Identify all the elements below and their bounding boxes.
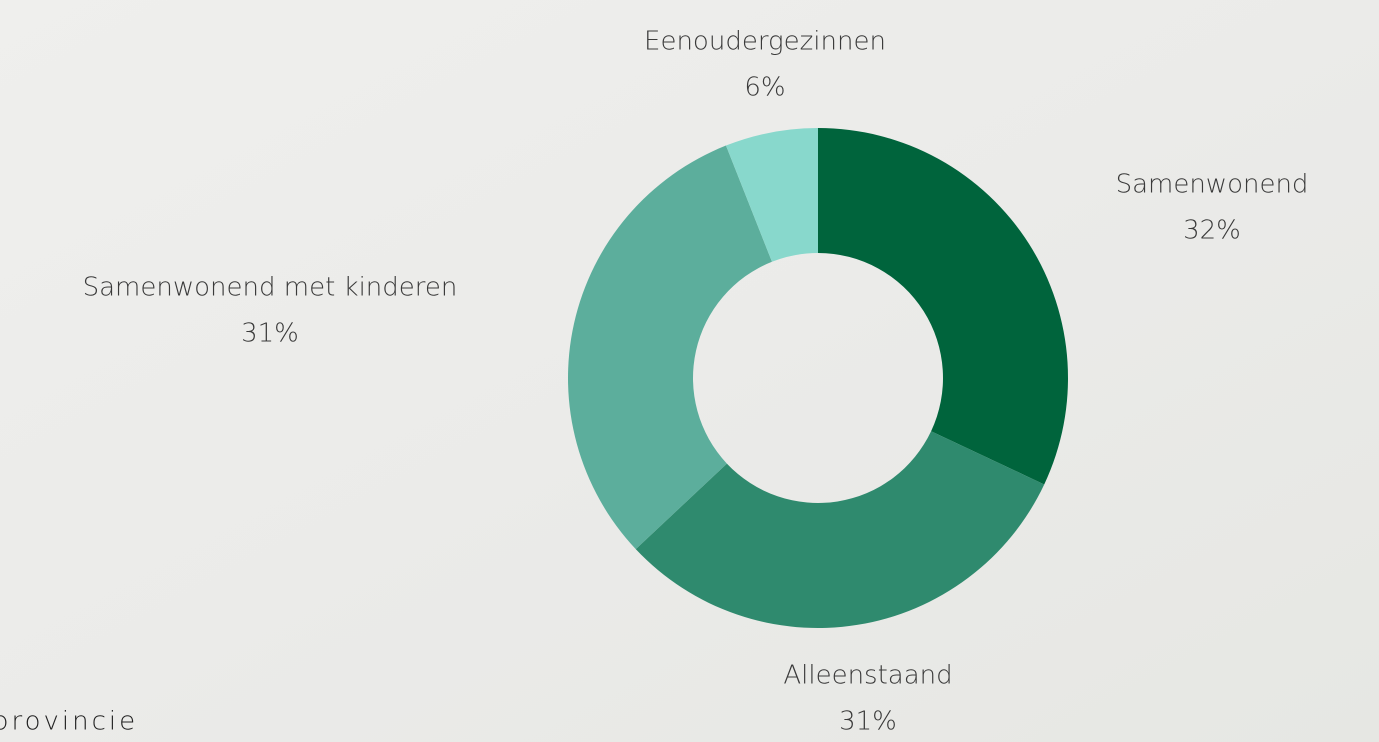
chart: provincie Samenwonend 32% Alleenstaand 31% S… (0, 0, 1379, 742)
slice-label: Samenwonend (1116, 170, 1309, 200)
value-label: 31% (839, 707, 897, 737)
slice-label: Alleenstaand (783, 661, 952, 691)
logo-text: provincie (0, 707, 138, 737)
value-label: 6% (744, 73, 785, 103)
slice-label: Samenwonend met kinderen (83, 273, 458, 303)
value-label: 31% (241, 319, 299, 349)
value-label: 32% (1183, 216, 1241, 246)
slice-label: Eenoudergezinnen (644, 27, 886, 57)
